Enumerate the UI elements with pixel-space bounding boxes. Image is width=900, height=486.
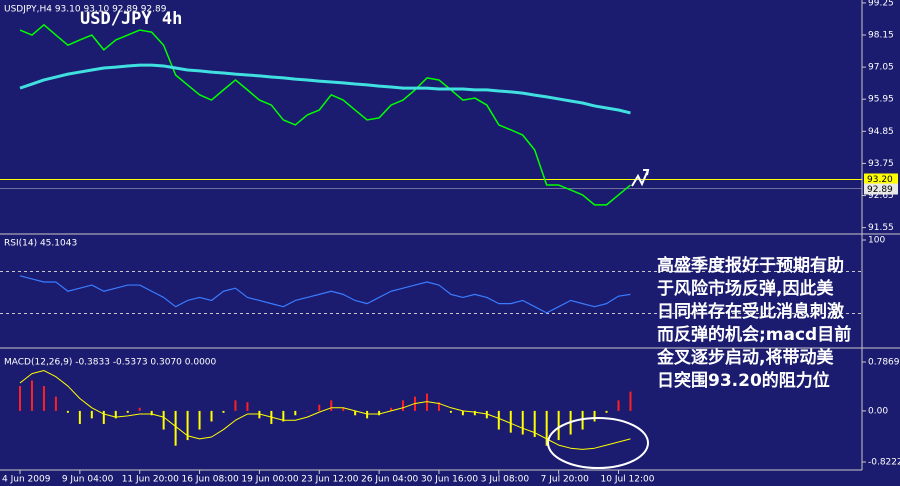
annotation-line: 而反弹的机会;macd目前 [657,324,851,345]
histogram-bar [593,410,596,422]
histogram-bar [485,410,488,419]
histogram-bar [66,410,69,413]
price-label: 93.20 [867,175,893,185]
histogram-bar [258,410,261,419]
histogram-bar [521,410,524,435]
histogram-bar [150,410,153,416]
rsi-title: RSI(14) 45.1043 [4,239,77,249]
histogram-bar [497,410,500,430]
histogram-bar [306,410,309,412]
histogram-bar [545,410,548,446]
histogram-bar [90,410,93,419]
histogram-bar [114,410,117,419]
histogram-bar [54,396,57,411]
series-line [19,275,631,314]
annotation-line: 日突围93.20的阻力位 [657,370,830,391]
y-tick-label: 0.00 [868,406,888,416]
annotation-line: 高盛季度报好于预期有助 [657,255,844,276]
x-tick-label: 4 Jun 2009 [2,475,51,485]
y-tick-label: 97.05 [868,63,894,73]
x-tick-label: 19 Jun 00:00 [241,475,298,485]
histogram-bar [234,400,237,411]
series-line [19,370,631,450]
histogram-bar [318,404,321,411]
histogram-bar [473,410,476,416]
histogram-bar [366,410,369,419]
y-tick-label: 100 [868,236,885,246]
histogram-bar [102,410,105,424]
x-tick-label: 16 Jun 08:00 [182,475,239,485]
series-line [19,24,631,206]
histogram-bar [557,410,560,441]
symbol-header: USDJPY,H4 93.10 93.10 92.89 92.89 [4,5,167,15]
last-price-label: 92.89 [867,185,893,195]
annotation-line: 日同样存在受此消息刺激 [657,301,844,322]
x-tick-label: 26 Jun 04:00 [361,475,418,485]
histogram-bar [186,410,189,441]
annotation-line: 金叉逐步启动,将带动美 [656,347,834,368]
histogram-bar [210,410,213,422]
histogram-bar [19,386,21,411]
histogram-bar [42,386,45,411]
histogram-bar [138,407,141,411]
x-tick-label: 30 Jun 16:00 [421,475,478,485]
x-tick-label: 10 Jul 12:00 [601,475,655,485]
y-tick-label: 91.55 [868,223,894,233]
arrow-head [643,169,650,176]
x-tick-label: 9 Jun 04:00 [62,475,114,485]
histogram-bar [222,410,225,413]
y-tick-label: 98.15 [868,31,894,41]
histogram-bar [617,400,620,411]
histogram-bar [629,391,632,411]
histogram-bar [294,410,297,416]
histogram-bar [330,400,333,411]
x-tick-label: 11 Jun 20:00 [122,475,179,485]
histogram-bar [282,410,285,422]
histogram-bar [30,380,33,411]
x-tick-label: 3 Jul 08:00 [481,475,530,485]
chart-title: USD/JPY 4h [80,9,182,29]
y-tick-label: 92.65 [868,191,894,201]
histogram-bar [174,410,177,446]
histogram-bar [533,410,536,438]
arrow [631,169,649,187]
last-price-box [864,183,898,195]
y-tick-label: 93.75 [868,159,894,169]
histogram-bar [162,410,165,430]
y-tick-label: 0.7869 [868,358,900,368]
x-tick-label: 23 Jun 12:00 [301,475,358,485]
price-label-box [864,173,898,185]
histogram-bar [342,407,345,411]
y-tick-label: 94.85 [868,127,894,137]
histogram-bar [425,393,428,411]
highlight-ellipse [547,417,649,469]
histogram-bar [581,410,584,430]
histogram-bar [126,410,129,413]
x-tick-label: 7 Jul 20:00 [541,475,590,485]
histogram-bar [437,402,440,411]
histogram-bar [78,410,81,424]
histogram-bar [449,410,452,413]
histogram-bar [378,410,381,416]
histogram-bar [461,410,464,416]
histogram-bar [390,407,393,411]
series-line [19,63,631,115]
y-tick-label: -0.8222 [868,458,900,468]
y-tick-label: 99.25 [868,0,894,8]
macd-title: MACD(12,26,9) -0.3833 -0.5373 0.3070 0.0… [4,358,217,368]
annotation-line: 于风险市场反弹,因此美 [657,278,834,299]
histogram-bar [198,410,201,430]
histogram-bar [402,400,405,411]
histogram-bar [246,402,249,411]
histogram-bar [354,410,357,416]
y-tick-label: 95.95 [868,95,894,105]
histogram-bar [605,410,608,413]
histogram-bar [509,410,512,433]
